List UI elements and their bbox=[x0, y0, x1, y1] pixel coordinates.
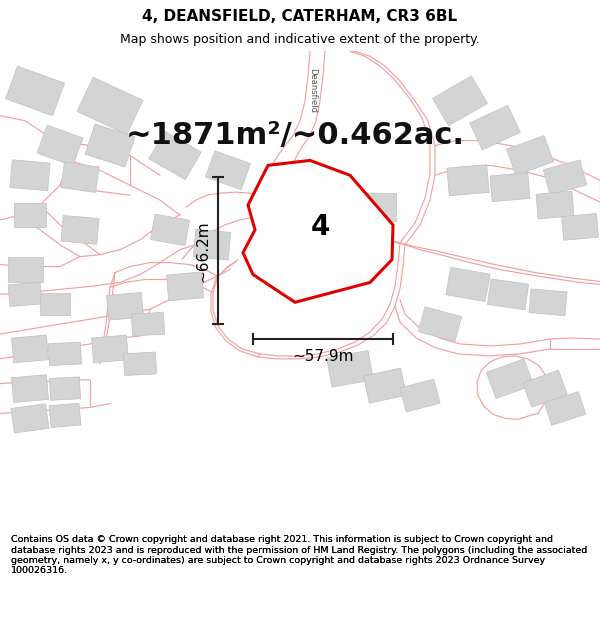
FancyBboxPatch shape bbox=[400, 379, 440, 412]
FancyBboxPatch shape bbox=[327, 351, 373, 387]
FancyBboxPatch shape bbox=[10, 160, 50, 191]
Text: Deansfield: Deansfield bbox=[308, 69, 317, 114]
FancyBboxPatch shape bbox=[446, 268, 490, 301]
FancyBboxPatch shape bbox=[49, 377, 80, 400]
FancyBboxPatch shape bbox=[544, 392, 586, 425]
FancyBboxPatch shape bbox=[49, 342, 82, 366]
FancyBboxPatch shape bbox=[487, 279, 529, 310]
FancyBboxPatch shape bbox=[131, 312, 164, 336]
FancyBboxPatch shape bbox=[149, 131, 201, 179]
FancyBboxPatch shape bbox=[8, 282, 42, 307]
FancyBboxPatch shape bbox=[77, 78, 143, 134]
FancyBboxPatch shape bbox=[361, 193, 395, 221]
FancyBboxPatch shape bbox=[11, 335, 49, 362]
Text: ~66.2m: ~66.2m bbox=[195, 220, 210, 281]
FancyBboxPatch shape bbox=[506, 136, 554, 175]
FancyBboxPatch shape bbox=[529, 289, 567, 316]
FancyBboxPatch shape bbox=[5, 66, 64, 116]
FancyBboxPatch shape bbox=[11, 375, 49, 402]
FancyBboxPatch shape bbox=[61, 216, 99, 244]
FancyBboxPatch shape bbox=[193, 229, 230, 260]
FancyBboxPatch shape bbox=[40, 293, 70, 315]
FancyBboxPatch shape bbox=[490, 173, 530, 202]
FancyBboxPatch shape bbox=[447, 164, 489, 196]
FancyBboxPatch shape bbox=[265, 173, 301, 202]
FancyBboxPatch shape bbox=[470, 106, 520, 150]
FancyBboxPatch shape bbox=[543, 160, 587, 194]
Text: Contains OS data © Crown copyright and database right 2021. This information is : Contains OS data © Crown copyright and d… bbox=[11, 535, 587, 576]
FancyBboxPatch shape bbox=[91, 335, 128, 362]
FancyBboxPatch shape bbox=[14, 203, 46, 227]
FancyBboxPatch shape bbox=[37, 125, 83, 166]
FancyBboxPatch shape bbox=[523, 370, 568, 408]
Text: ~1871m²/~0.462ac.: ~1871m²/~0.462ac. bbox=[125, 121, 464, 150]
FancyBboxPatch shape bbox=[536, 191, 574, 219]
Polygon shape bbox=[243, 161, 393, 302]
FancyBboxPatch shape bbox=[433, 76, 487, 126]
FancyBboxPatch shape bbox=[166, 272, 203, 301]
Text: 4: 4 bbox=[310, 213, 329, 241]
Text: Map shows position and indicative extent of the property.: Map shows position and indicative extent… bbox=[120, 34, 480, 46]
Text: 4, DEANSFIELD, CATERHAM, CR3 6BL: 4, DEANSFIELD, CATERHAM, CR3 6BL bbox=[142, 9, 458, 24]
FancyBboxPatch shape bbox=[205, 151, 251, 190]
FancyBboxPatch shape bbox=[49, 403, 81, 428]
FancyBboxPatch shape bbox=[487, 359, 533, 399]
FancyBboxPatch shape bbox=[151, 214, 190, 246]
FancyBboxPatch shape bbox=[562, 214, 598, 240]
Text: Contains OS data © Crown copyright and database right 2021. This information is : Contains OS data © Crown copyright and d… bbox=[11, 535, 587, 576]
FancyBboxPatch shape bbox=[124, 352, 157, 376]
FancyBboxPatch shape bbox=[106, 292, 143, 320]
FancyBboxPatch shape bbox=[7, 257, 43, 282]
FancyBboxPatch shape bbox=[85, 124, 135, 167]
FancyBboxPatch shape bbox=[61, 162, 99, 192]
FancyBboxPatch shape bbox=[364, 368, 406, 403]
FancyBboxPatch shape bbox=[11, 404, 49, 433]
FancyBboxPatch shape bbox=[418, 307, 462, 341]
Text: ~57.9m: ~57.9m bbox=[292, 349, 354, 364]
